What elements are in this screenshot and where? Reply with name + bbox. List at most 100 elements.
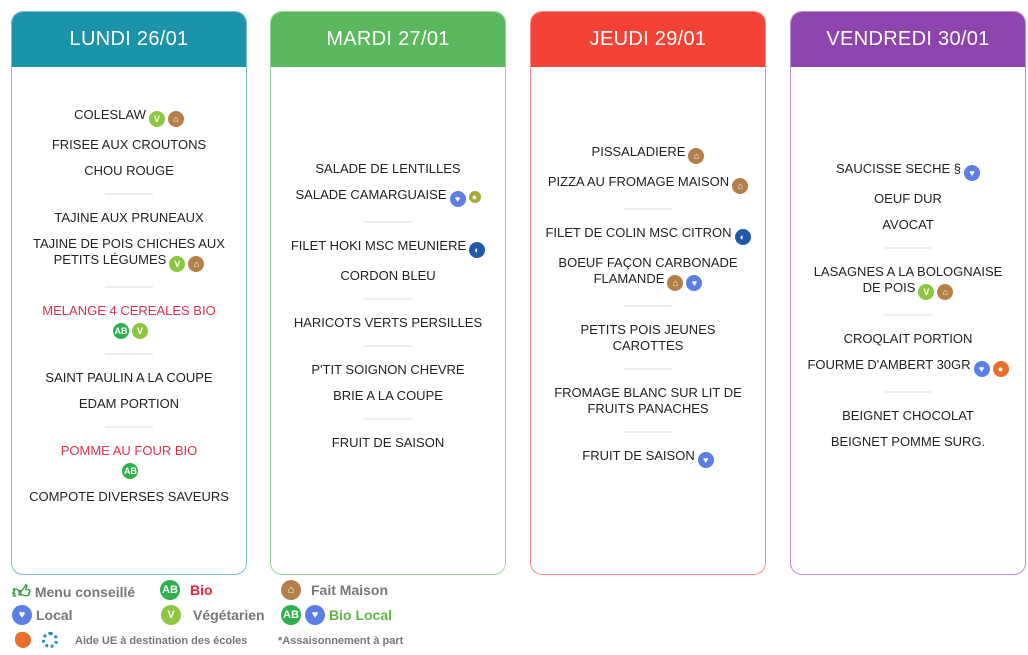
local-icon: ♥ (686, 274, 703, 291)
menu-course: P'TIT SOIGNON CHEVRE BRIE A LA COUPE (311, 357, 464, 409)
fait-maison-icon: ⌂ (688, 147, 705, 164)
fait-maison-icon: ⌂ (667, 274, 684, 291)
label-icon: ● (468, 190, 481, 203)
menu-item-name: BEIGNET CHOCOLAT (842, 408, 974, 423)
bio-icon: AB (113, 322, 129, 339)
thumbs-up-icon: 👍︎ (12, 582, 31, 602)
legend-bio-local: AB ♥ Bio Local (281, 605, 392, 625)
divider (364, 220, 412, 223)
menu-item: BEIGNET CHOCOLAT (842, 408, 974, 424)
menu-course: PETITS POIS JEUNES CAROTTES (545, 317, 751, 359)
menu-item: FRUIT DE SAISON ♥ (582, 447, 714, 468)
menu-item: COMPOTE DIVERSES SAVEURS (29, 489, 229, 505)
menu-item-name: FROMAGE BLANC SUR LIT DE FRUITS PANACHES (554, 384, 742, 416)
menu-item-name: CROQLAIT PORTION (843, 331, 973, 346)
menu-item: PETITS POIS JEUNES CAROTTES (545, 322, 751, 354)
menu-item-name: BRIE A LA COUPE (333, 387, 443, 403)
menu-item: OEUF DUR (874, 191, 942, 207)
menu-item-name: EDAM PORTION (78, 395, 180, 411)
day-column-mardi: MARDI 27/01 SALADE DE LENTILLES SALADE CAM… (270, 11, 506, 575)
menu-item: TAJINE DE POIS CHICHES AUX PETITS LÉGUME… (26, 236, 232, 272)
menu-item: BEIGNET POMME SURG. (831, 434, 985, 450)
local-icon: ♥ (12, 605, 32, 625)
menu-item-name: FILET DE COLIN MSC CITRON (545, 224, 732, 240)
menu-course: MELANGE 4 CEREALES BIO AB V (42, 298, 216, 344)
menu-item: CHOU ROUGE (84, 163, 174, 179)
divider (884, 247, 932, 249)
menu-item: FROMAGE BLANC SUR LIT DE FRUITS PANACHES (545, 385, 751, 417)
menu-course: PISSALADIERE ⌂ PIZZA AU FROMAGE MAISON ⌂ (547, 139, 749, 199)
menu-item: SAUCISSE SECHE § ♥ (836, 161, 980, 181)
vegetarien-icon: V (161, 605, 181, 625)
day-menu: SAUCISSE SECHE § ♥ OEUF DUR AVOCAT LASAGNES … (791, 67, 1025, 574)
divider (364, 297, 412, 300)
divider (105, 285, 153, 288)
local-icon: ♥ (449, 190, 466, 207)
menu-item-name: FRUIT DE SAISON (331, 434, 445, 450)
divider (624, 304, 672, 307)
menu-item-name: LASAGNES A LA BOLOGNAISE DE POIS (813, 264, 1003, 295)
menu-item-name: PIZZA AU FROMAGE MAISON (547, 173, 730, 189)
menu-course: LASAGNES A LA BOLOGNAISE DE POIS V ⌂ (805, 259, 1011, 305)
menu-item: BRIE A LA COUPE (333, 388, 443, 404)
aide-ue-note: Aide UE à destination des écoles (75, 635, 248, 647)
menu-item-name: CORDON BLEU (340, 267, 436, 283)
vegetarien-icon: V (918, 284, 935, 300)
menu-item: POMME AU FOUR BIO AB (60, 442, 198, 479)
menu-item-name: MELANGE 4 CEREALES BIO (42, 302, 216, 318)
menu-item: FILET HOKI MSC MEUNIERE ◐ (291, 238, 486, 258)
legend-local: ♥ Local (12, 605, 73, 625)
vegetarien-icon: V (132, 322, 148, 339)
divider (624, 367, 672, 370)
day-menu: SALADE DE LENTILLES SALADE CAMARGUAISE ♥ ● F… (271, 67, 505, 574)
menu-item-name: SAUCISSE SECHE § (836, 161, 961, 176)
fait-maison-icon: ⌂ (937, 284, 954, 300)
menu-item-name: POMME AU FOUR BIO (60, 442, 198, 458)
day-header: MARDI 27/01 (271, 12, 505, 67)
local-icon: ♥ (305, 605, 325, 625)
menu-item-name: TAJINE DE POIS CHICHES AUX PETITS LÉGUME… (33, 235, 225, 267)
day-column-lundi: LUNDI 26/01 COLESLAW V ⌂ FRISEE AUX CROUTONS… (11, 11, 247, 575)
bio-icon: AB (160, 580, 180, 600)
menu-item: MELANGE 4 CEREALES BIO AB V (42, 302, 216, 339)
day-column-jeudi: JEUDI 29/01 PISSALADIERE ⌂ PIZZA AU FROMAGE… (530, 11, 766, 575)
menu-course: FILET HOKI MSC MEUNIERE ◐ CORDON BLEU (291, 233, 486, 289)
menu-item-name: OEUF DUR (874, 191, 942, 206)
menu-item-name: SALADE CAMARGUAISE (295, 186, 447, 202)
vegetarien-icon: V (148, 110, 165, 127)
assaisonnement-note: *Assaisonnement à part (278, 635, 404, 647)
menu-course: FRUIT DE SAISON ♥ (582, 443, 714, 473)
bio-icon: AB (281, 605, 301, 625)
menu-item-name: COMPOTE DIVERSES SAVEURS (29, 488, 229, 504)
eu-flag-icon (42, 632, 58, 648)
menu-course: POMME AU FOUR BIO AB COMPOTE DIVERSES SAVE… (29, 438, 229, 510)
menu-course: TAJINE AUX PRUNEAUX TAJINE DE POIS CHICHE… (26, 205, 232, 277)
menu-course: BEIGNET CHOCOLAT BEIGNET POMME SURG. (831, 403, 985, 455)
divider (884, 314, 932, 316)
menu-item-name: FOURME D'AMBERT 30GR (807, 357, 971, 372)
fait-maison-icon: ⌂ (281, 580, 301, 600)
menu-course: FILET DE COLIN MSC CITRON ◐ BOEUF FAÇON CA… (545, 220, 751, 296)
local-icon: ♥ (964, 165, 980, 181)
menu-item: P'TIT SOIGNON CHEVRE (311, 362, 464, 378)
day-header: JEUDI 29/01 (531, 12, 765, 67)
legend-vegetarien: V Végétarien (161, 605, 265, 625)
legend-fait-maison: ⌂ Fait Maison (281, 580, 388, 600)
menu-item: SALADE CAMARGUAISE ♥ ● (296, 187, 481, 207)
fait-maison-icon: ⌂ (732, 177, 749, 194)
menu-item-name: BEIGNET POMME SURG. (830, 434, 986, 449)
legend-bio: AB Bio (160, 580, 213, 600)
day-header: LUNDI 26/01 (12, 12, 246, 67)
menu-item: FRUIT DE SAISON (332, 435, 444, 451)
divider (624, 207, 672, 210)
menu-course: SAINT PAULIN A LA COUPE EDAM PORTION (45, 365, 212, 417)
legend-menu-conseille: 👍︎ Menu conseillé (12, 582, 136, 602)
menu-course: SAUCISSE SECHE § ♥ OEUF DUR AVOCAT (836, 156, 980, 238)
menu-item-name: FRUIT DE SAISON (582, 447, 695, 463)
divider (624, 430, 672, 433)
menu-course: CROQLAIT PORTION FOURME D'AMBERT 30GR ♥ ● (807, 326, 1009, 382)
menu-item-name: SAINT PAULIN A LA COUPE (45, 369, 213, 385)
divider (105, 192, 153, 195)
aop-icon: ● (992, 361, 1009, 377)
menu-course: COLESLAW V ⌂ FRISEE AUX CROUTONS CHOU ROUGE (52, 102, 206, 184)
